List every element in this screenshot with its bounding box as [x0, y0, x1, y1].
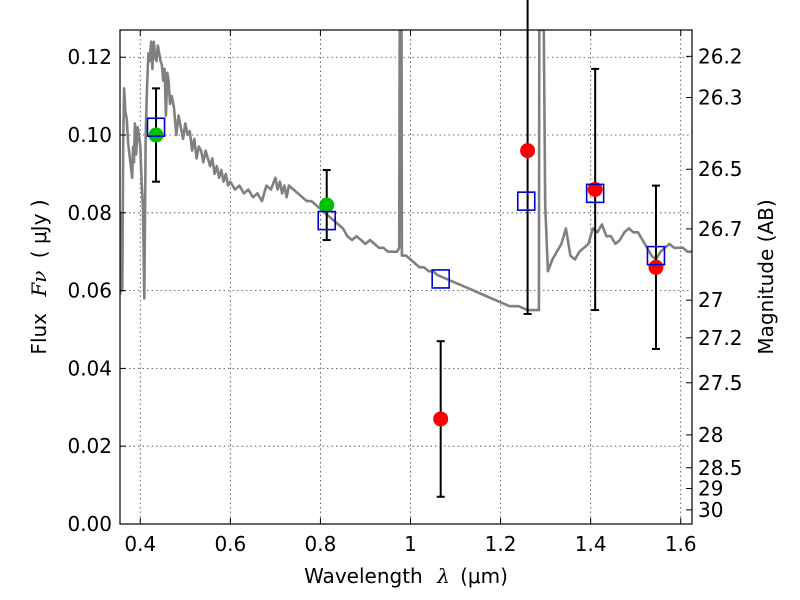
y2-tick-label: 27.5 [698, 371, 743, 395]
y2-tick-label: 26.7 [698, 217, 743, 241]
red-data-point [587, 181, 603, 197]
y2-tick-label: 28.5 [698, 456, 743, 480]
model-photometry-square [585, 183, 605, 204]
x-tick-label: 1.4 [575, 532, 607, 556]
y2-tick-label: 26.5 [698, 157, 743, 181]
red-data-point [648, 259, 664, 275]
model-photometry-square [317, 210, 337, 231]
y-tick-label: 0.06 [67, 279, 112, 303]
x-tick-label: 1.6 [665, 532, 697, 556]
y2-tick-label: 26.2 [698, 44, 743, 68]
y2-tick-label: 30 [698, 498, 723, 522]
model-photometry-square [646, 245, 666, 266]
plot-frame [119, 29, 693, 525]
tick-layer: 0.4 0.6 0.8 1 1.2 1.4 1.6 0.00 0.02 0.04 0.06 0.08 0… [67, 30, 743, 556]
y2-tick-label: 27.2 [698, 326, 743, 350]
marker-layer [146, 117, 666, 427]
x-axis-label: Wavelength λ (μm) [304, 564, 508, 588]
y-tick-label: 0.10 [67, 123, 112, 147]
red-data-point [520, 143, 536, 159]
x-tick-label: 0.6 [214, 532, 246, 556]
y-tick-label: 0.02 [67, 434, 112, 458]
spectrum-layer [120, 30, 692, 312]
model-photometry-square [516, 191, 536, 211]
y2-axis-label: Magnitude (AB) [754, 199, 778, 354]
y-tick-label: 0.12 [67, 45, 112, 69]
model-photometry-square [146, 117, 166, 138]
x-tick-label: 1 [404, 532, 417, 556]
y-tick-label: 0.08 [67, 201, 112, 225]
y2-tick-label: 27 [698, 288, 723, 312]
y2-tick-label: 29 [698, 477, 723, 501]
x-tick-label: 0.4 [124, 532, 156, 556]
model-photometry-square [431, 269, 450, 289]
y2-tick-label: 26.3 [698, 85, 743, 109]
green-data-point [319, 197, 335, 213]
y-axis-label: Flux Fν ( μJy ) [27, 199, 51, 354]
y-tick-label: 0.04 [67, 356, 112, 380]
y-tick-label: 0.00 [67, 512, 112, 536]
grid-layer [120, 30, 692, 525]
x-tick-label: 0.8 [305, 532, 337, 556]
red-data-point [433, 411, 449, 427]
x-tick-label: 1.2 [485, 532, 517, 556]
y2-tick-label: 28 [698, 423, 723, 447]
model-spectrum-line [120, 30, 692, 312]
green-data-point [148, 127, 164, 143]
